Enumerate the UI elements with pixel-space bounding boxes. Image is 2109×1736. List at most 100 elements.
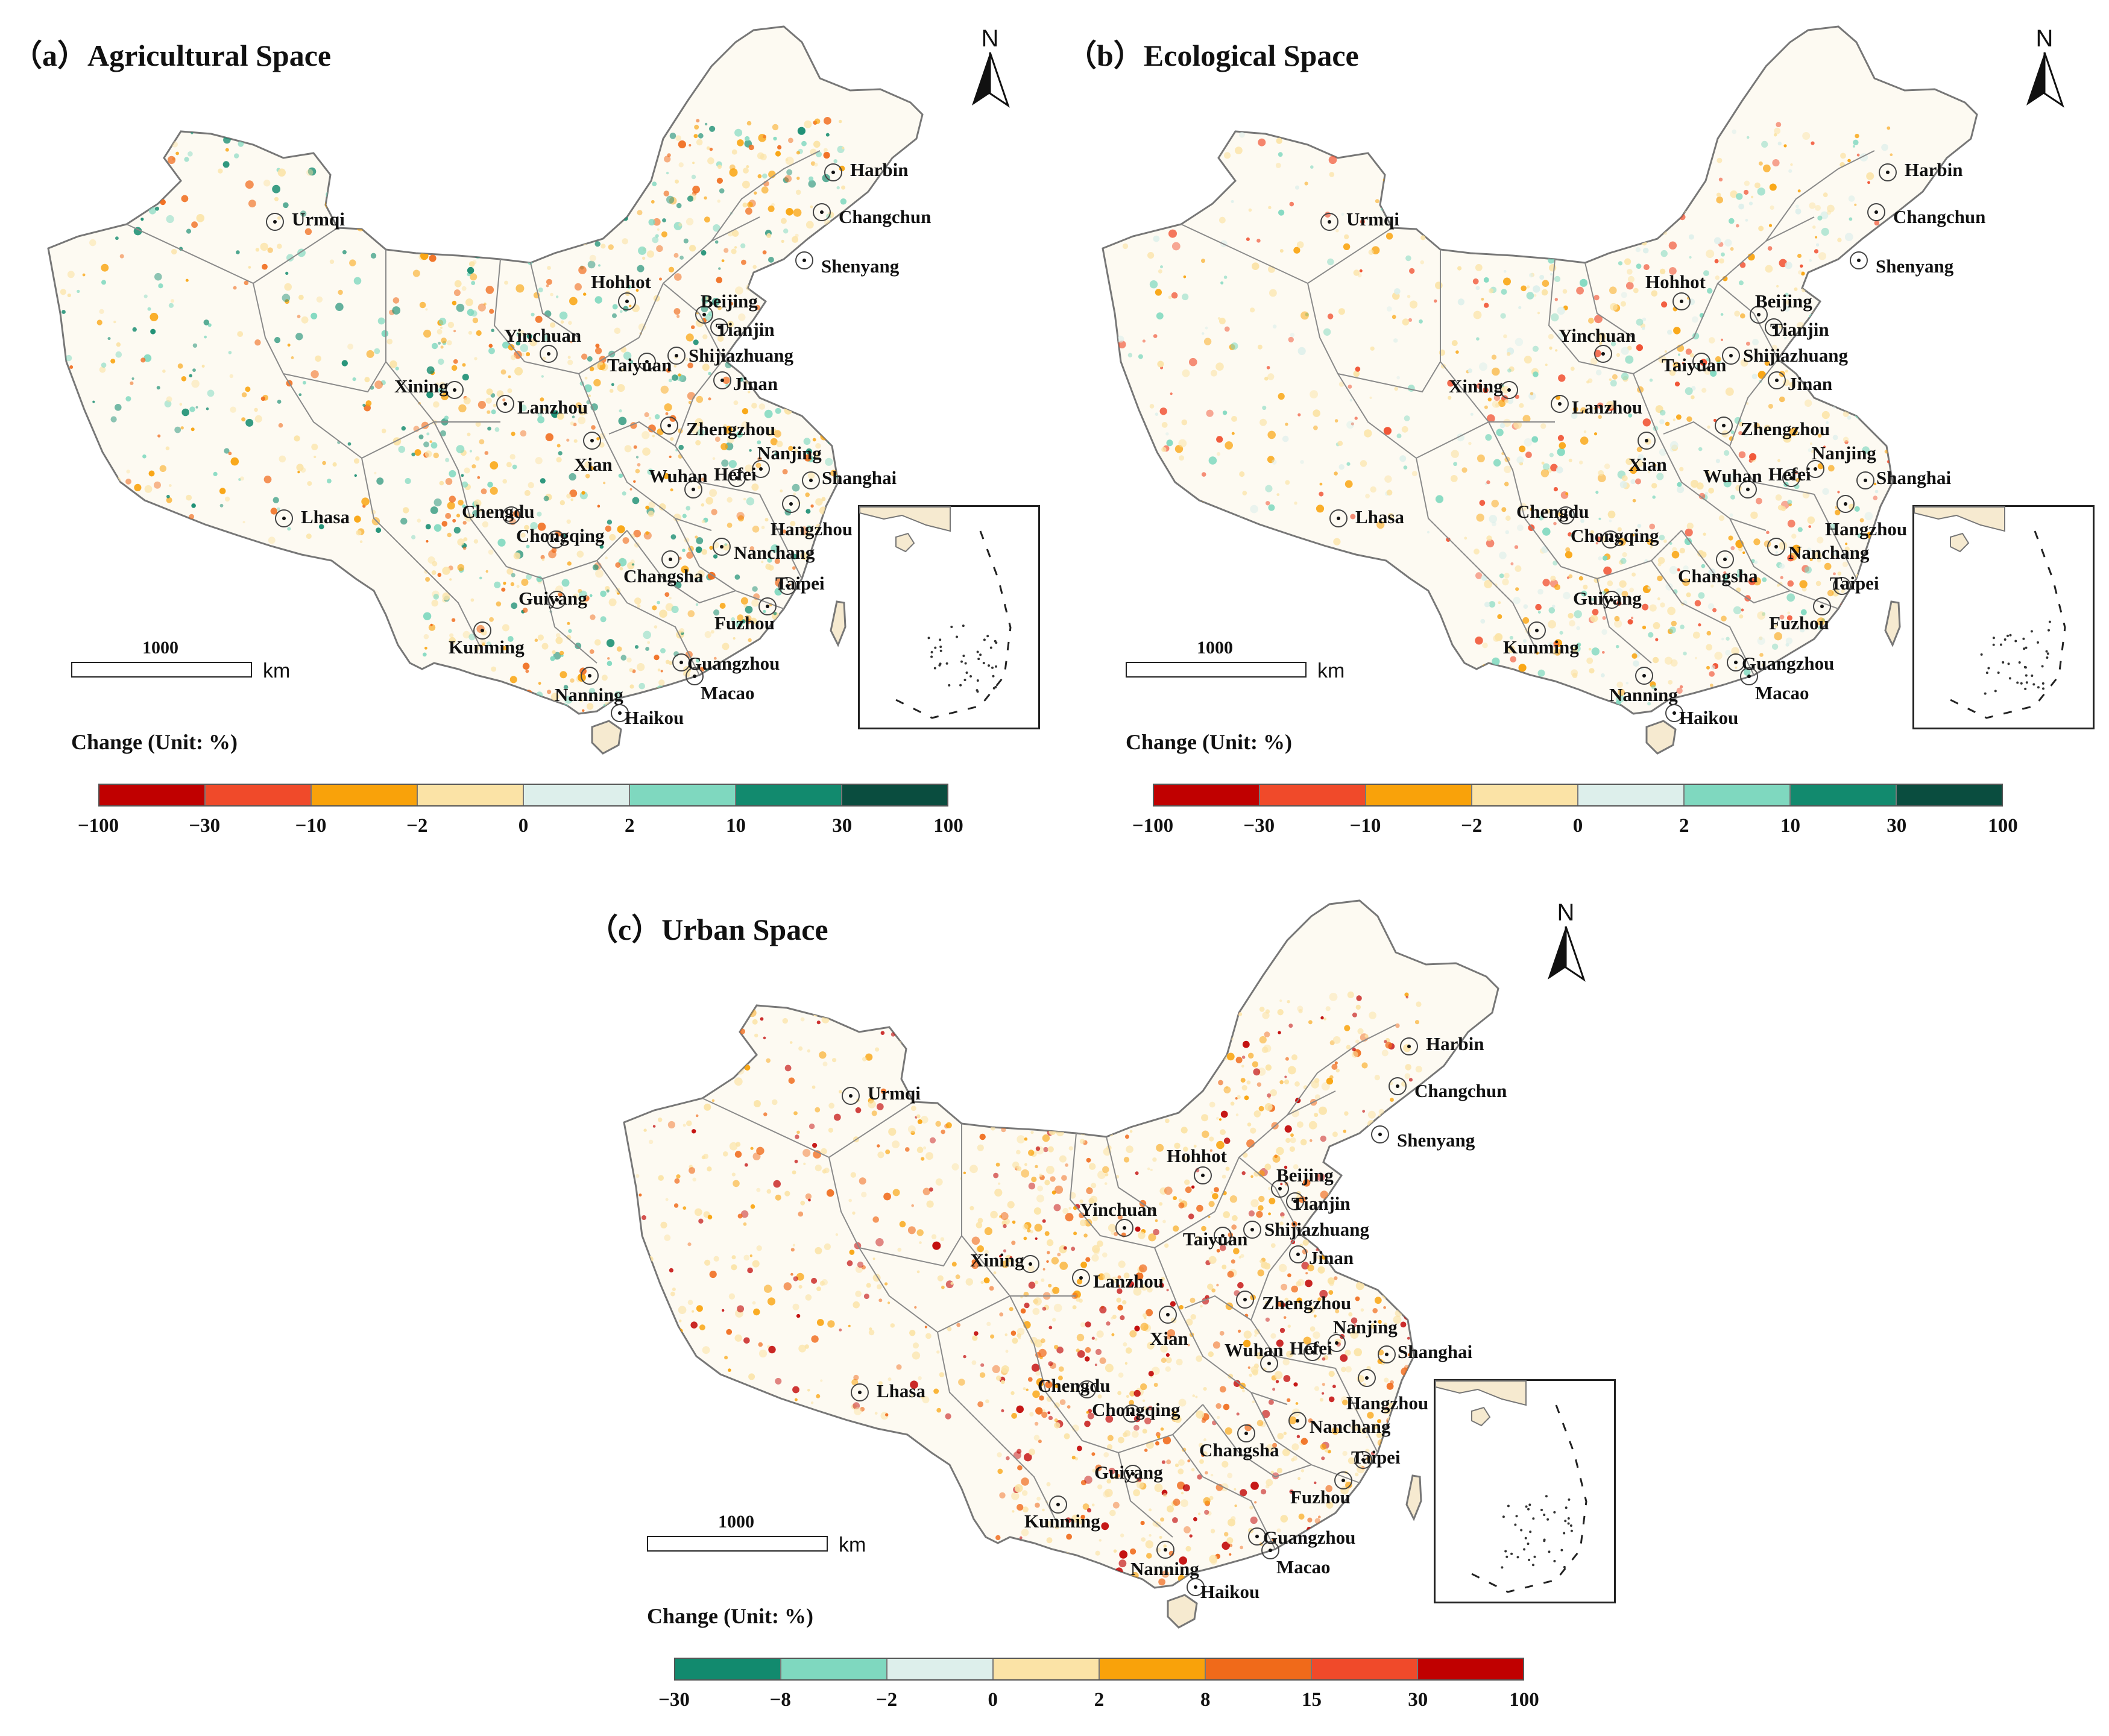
change-pixel	[1538, 611, 1541, 614]
change-pixel	[1222, 1461, 1228, 1468]
change-pixel	[1109, 1009, 1117, 1016]
change-pixel	[1272, 1388, 1275, 1391]
china-outline	[624, 901, 1498, 1588]
change-pixel	[371, 253, 376, 259]
change-pixel	[795, 1160, 798, 1163]
change-pixel	[322, 122, 326, 126]
change-pixel	[1499, 573, 1504, 578]
city-marker-icon	[1400, 1037, 1418, 1055]
change-pixel	[605, 556, 608, 559]
change-pixel	[1125, 1362, 1127, 1365]
change-pixel	[705, 123, 707, 125]
change-pixel	[655, 414, 660, 420]
change-pixel	[1395, 1310, 1402, 1317]
change-pixel	[502, 479, 507, 484]
change-pixel	[1442, 213, 1448, 219]
change-pixel	[1569, 620, 1575, 627]
change-pixel	[994, 1098, 1003, 1106]
change-pixel	[1071, 1575, 1078, 1582]
change-pixel	[1790, 677, 1794, 681]
change-pixel	[1689, 256, 1692, 259]
change-pixel	[1838, 649, 1841, 652]
change-pixel	[1259, 419, 1267, 426]
city-label: Macao	[701, 682, 755, 704]
change-pixel	[1344, 1025, 1350, 1031]
change-pixel	[956, 1323, 960, 1327]
change-pixel	[1016, 1150, 1021, 1155]
scale-value: 1000	[142, 638, 178, 658]
change-pixel	[558, 203, 561, 206]
change-pixel	[674, 308, 681, 315]
change-pixel	[1558, 374, 1565, 382]
change-pixel	[1610, 222, 1616, 228]
change-pixel	[1191, 1186, 1194, 1189]
change-pixel	[1401, 1322, 1407, 1328]
change-pixel	[560, 651, 564, 655]
change-pixel	[1272, 459, 1277, 465]
change-pixel	[773, 696, 780, 703]
change-pixel	[1091, 1452, 1095, 1456]
change-pixel	[1849, 218, 1853, 221]
change-pixel	[1369, 1512, 1376, 1519]
change-pixel	[1812, 310, 1820, 317]
change-pixel	[1252, 262, 1259, 270]
change-pixel	[1750, 512, 1758, 519]
change-pixel	[828, 997, 833, 1002]
change-pixel	[411, 535, 415, 539]
change-pixel	[1648, 632, 1653, 638]
change-pixel	[1223, 410, 1227, 415]
change-pixel	[888, 1128, 896, 1136]
change-pixel	[1073, 1305, 1077, 1309]
change-pixel	[772, 1099, 778, 1105]
change-pixel	[1059, 1113, 1066, 1121]
color-legend	[1153, 784, 2003, 807]
change-pixel	[237, 331, 243, 337]
change-pixel	[1657, 576, 1663, 582]
change-pixel	[1024, 1035, 1029, 1040]
change-pixel	[1370, 397, 1372, 399]
change-pixel	[521, 579, 528, 586]
change-pixel	[74, 145, 79, 149]
change-pixel	[1406, 1444, 1414, 1452]
change-pixel	[1202, 332, 1204, 335]
change-pixel	[616, 177, 619, 179]
change-pixel	[1495, 403, 1500, 408]
change-pixel	[1392, 315, 1396, 319]
city-label: Shijiazhuang	[1264, 1219, 1369, 1241]
change-pixel	[1009, 1307, 1014, 1311]
change-pixel	[1100, 1057, 1108, 1065]
change-pixel	[1265, 485, 1272, 492]
change-pixel	[796, 177, 799, 180]
change-pixel	[1218, 1029, 1224, 1035]
change-pixel	[756, 1188, 760, 1192]
change-pixel	[1285, 480, 1290, 485]
change-pixel	[814, 269, 819, 274]
change-pixel	[661, 670, 663, 672]
change-pixel	[461, 688, 469, 696]
change-pixel	[274, 197, 279, 201]
change-pixel	[595, 344, 599, 348]
change-pixel	[1135, 1227, 1141, 1232]
change-pixel	[1242, 1085, 1247, 1090]
change-pixel	[134, 128, 136, 131]
change-pixel	[1276, 138, 1282, 144]
change-pixel	[664, 592, 669, 597]
change-pixel	[1598, 556, 1602, 561]
change-pixel	[402, 426, 406, 430]
change-pixel	[473, 703, 479, 709]
change-pixel	[1416, 1066, 1422, 1072]
change-pixel	[1870, 687, 1874, 691]
change-pixel	[430, 158, 432, 160]
change-pixel	[426, 524, 431, 529]
change-pixel	[295, 333, 303, 340]
change-pixel	[1191, 1314, 1196, 1319]
change-pixel	[1710, 665, 1715, 670]
change-pixel	[1776, 494, 1782, 501]
change-pixel	[241, 417, 245, 421]
change-pixel	[1695, 121, 1699, 125]
change-pixel	[437, 177, 441, 181]
change-pixel	[511, 698, 515, 702]
change-pixel	[1480, 204, 1484, 208]
change-pixel	[1568, 690, 1572, 694]
change-pixel	[1065, 1213, 1074, 1221]
